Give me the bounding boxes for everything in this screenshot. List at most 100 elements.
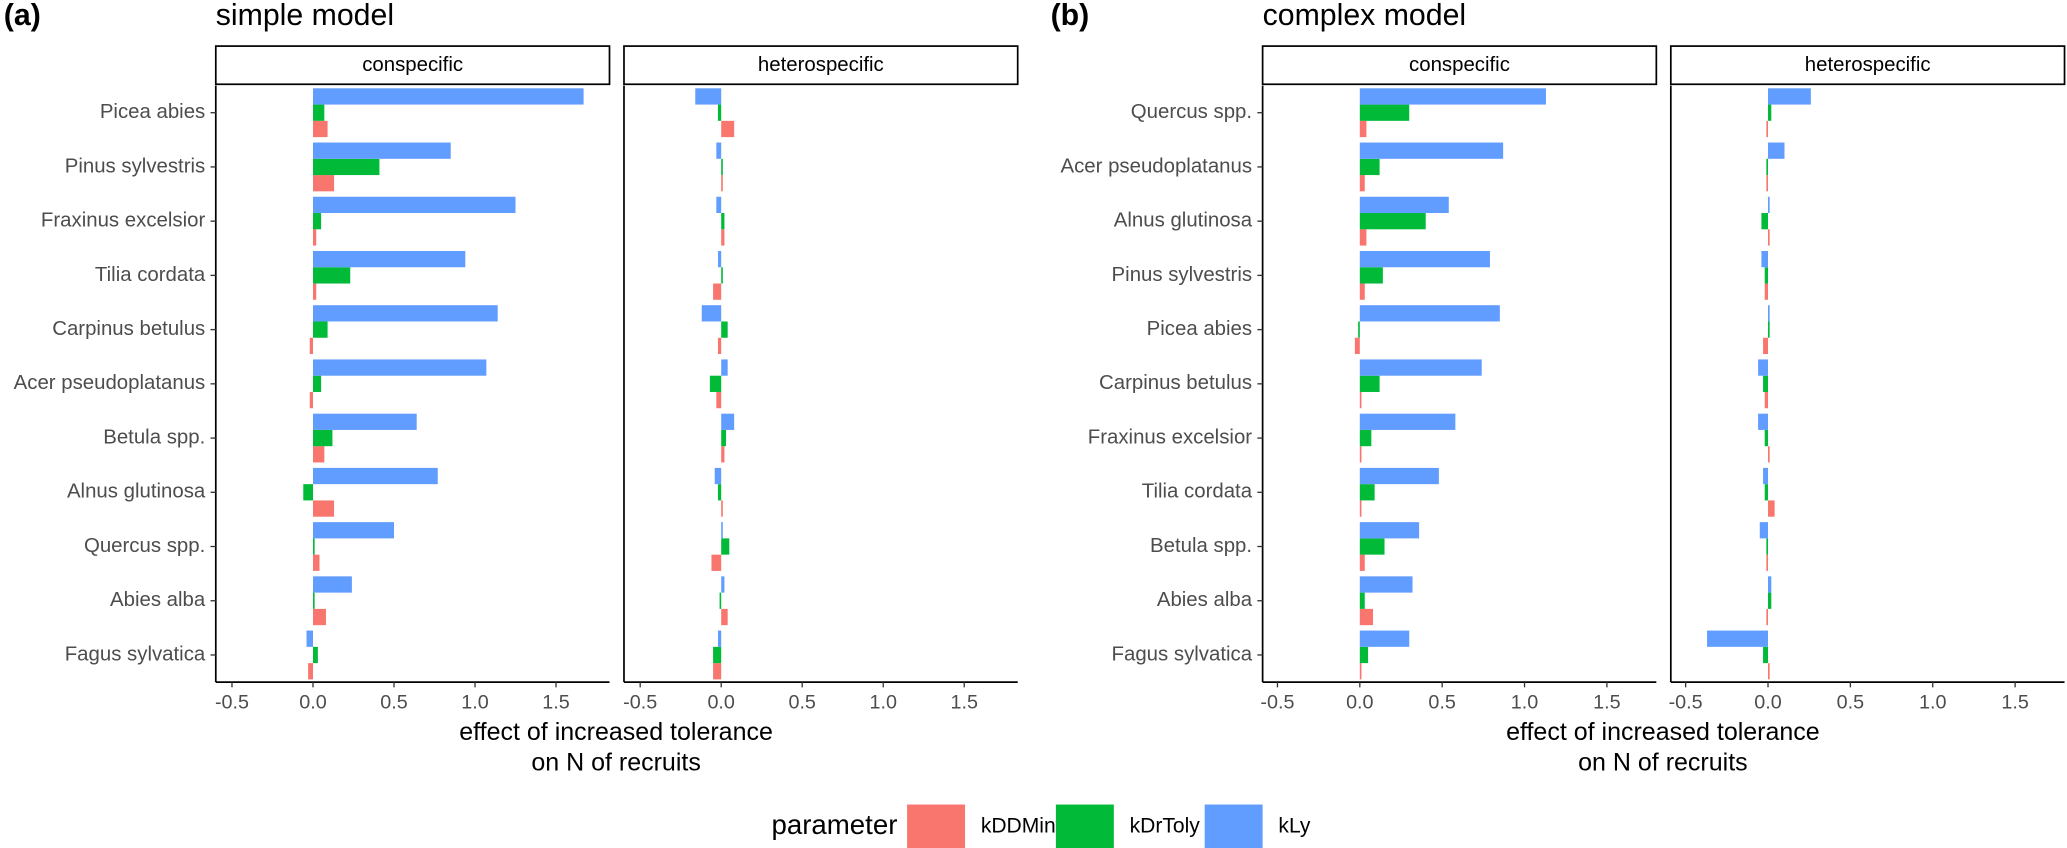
bar [711,554,722,571]
y-tick-label: Carpinus betulus [52,318,205,340]
bar [713,646,722,664]
legend-label: kLy [1278,814,1310,837]
bar [721,321,728,338]
bar [1359,375,1380,392]
x-tick-label: 1.0 [1919,691,1946,713]
bar [1359,630,1410,647]
bar [721,500,723,517]
bar [1766,120,1769,138]
bar [1768,305,1770,322]
bar [1359,446,1362,463]
bar [719,592,722,609]
y-tick-label: Abies alba [110,589,206,611]
y-tick-label: Tilia cordata [95,264,206,286]
bar [709,375,722,392]
bar [1359,484,1375,501]
strip-label: conspecific [1409,54,1510,76]
bar [312,592,315,609]
bar [312,283,317,300]
x-tick-label: -0.5 [1260,691,1294,713]
x-tick-label: 0.5 [380,691,407,713]
x-tick-label: -0.5 [215,691,249,713]
bar [695,88,722,105]
bar [1359,88,1546,105]
y-tick-label: Carpinus betulus [1099,372,1252,394]
bar [1359,283,1365,300]
bar [1764,283,1769,300]
bar [1764,267,1769,284]
bar [1359,359,1482,376]
x-tick-label: 0.0 [1346,691,1373,713]
bar [312,522,395,539]
bar [1359,663,1362,680]
bar [312,196,516,214]
legend-label: kDrToly [1130,814,1201,837]
strip [214,45,611,86]
bar [1768,88,1811,105]
bar [717,484,722,501]
bar [701,305,722,322]
bar [312,305,498,322]
bar [1764,391,1769,409]
bar [1359,267,1383,284]
bar [1707,630,1769,647]
x-tick-label: 0.0 [707,691,734,713]
bar [1359,213,1426,230]
bar [312,158,380,176]
bar [716,196,722,214]
x-tick-label: 0.5 [1837,691,1864,713]
x-tick-label: 0.5 [788,691,815,713]
bar [1768,229,1770,246]
x-axis-title: on N of recruits [531,748,701,776]
legend-key [1204,804,1263,848]
x-tick-label: 1.5 [1593,691,1620,713]
bar [312,554,320,571]
x-tick-label: 1.5 [2001,691,2028,713]
bar [1359,554,1365,571]
bar [312,375,322,392]
bar [303,484,313,501]
bar [1768,592,1772,609]
bar [312,142,451,159]
bar [1359,196,1449,214]
bar [1764,429,1769,447]
bar [1766,158,1769,176]
strip-label: heterospecific [758,54,884,76]
y-tick-label: Alnus glutinosa [67,481,206,503]
bar [1766,554,1769,571]
bar [1359,120,1367,138]
x-tick-label: 1.0 [1511,691,1538,713]
bar [1359,608,1373,626]
y-tick-label: Quercus spp. [84,535,205,557]
bar [1359,413,1456,430]
x-tick-label: 0.0 [299,691,326,713]
y-tick-label: Pinus sylvestris [1112,264,1253,286]
bar [1768,446,1770,463]
bar [721,608,728,626]
y-tick-label: Alnus glutinosa [1114,210,1253,232]
x-tick-label: 1.5 [542,691,569,713]
bar [312,576,352,593]
bar [312,213,322,230]
x-tick-label: -0.5 [1669,691,1703,713]
strip-label: heterospecific [1805,54,1931,76]
bar [1763,467,1769,485]
bar [312,608,326,626]
legend-key [1055,804,1114,848]
bar [717,630,722,647]
bar [1768,663,1770,680]
bar [1763,337,1769,355]
bar [721,359,728,376]
bar [312,500,335,517]
bar [1359,391,1362,409]
bar [1358,321,1360,338]
bar [1766,175,1769,192]
x-tick-label: 1.0 [869,691,896,713]
bar [306,630,313,647]
strip-label: conspecific [362,54,463,76]
x-tick-label: 0.0 [1754,691,1781,713]
y-tick-label: Pinus sylvestris [65,155,206,177]
bar [1761,250,1769,268]
bar [721,429,727,447]
y-tick-label: Acer pseudoplatanus [14,372,206,394]
